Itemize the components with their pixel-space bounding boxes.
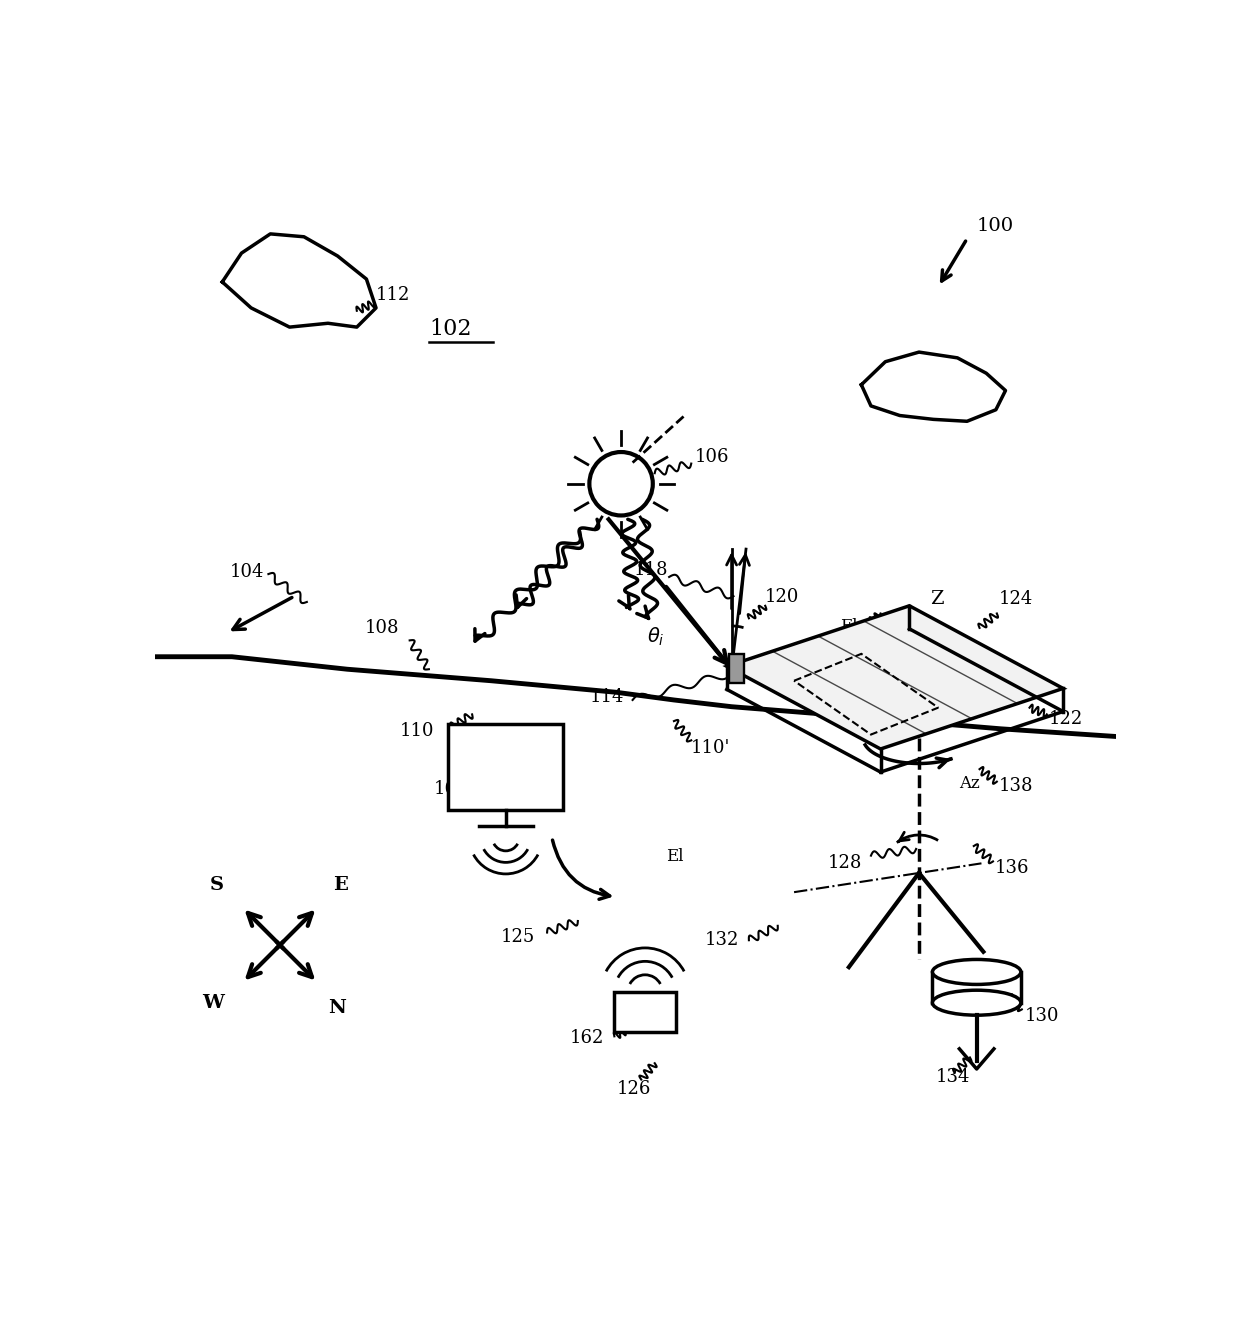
Bar xyxy=(614,993,676,1033)
Text: 130: 130 xyxy=(1024,1007,1059,1025)
Text: 116: 116 xyxy=(760,668,795,687)
Text: 108: 108 xyxy=(365,619,399,637)
Text: 102: 102 xyxy=(429,318,471,340)
Ellipse shape xyxy=(932,990,1021,1015)
Bar xyxy=(448,724,563,811)
Text: 134: 134 xyxy=(935,1069,970,1086)
Text: 100: 100 xyxy=(977,217,1014,235)
Text: 110': 110' xyxy=(691,739,730,756)
Text: 166: 166 xyxy=(434,780,469,799)
Text: 104: 104 xyxy=(229,563,264,581)
Text: 120: 120 xyxy=(765,587,800,606)
Text: 106: 106 xyxy=(696,448,729,465)
Text: 126: 126 xyxy=(616,1080,651,1098)
Text: 136: 136 xyxy=(994,859,1029,877)
Text: El: El xyxy=(666,848,683,865)
Text: $\theta_i$: $\theta_i$ xyxy=(647,626,665,647)
Text: Z: Z xyxy=(930,590,944,607)
Text: 110: 110 xyxy=(401,723,434,740)
Text: 140: 140 xyxy=(870,700,905,719)
Text: 128: 128 xyxy=(828,855,862,872)
Text: 162: 162 xyxy=(570,1029,605,1047)
Text: W: W xyxy=(202,994,223,1011)
Text: 118: 118 xyxy=(634,561,668,579)
Text: 132: 132 xyxy=(704,932,739,949)
Polygon shape xyxy=(727,606,1063,750)
Text: Az: Az xyxy=(960,775,980,792)
Bar xyxy=(729,654,744,683)
Text: 125: 125 xyxy=(501,928,536,946)
Text: El: El xyxy=(841,618,858,635)
Text: 112: 112 xyxy=(376,286,410,304)
Text: 114: 114 xyxy=(589,688,624,706)
Text: 124: 124 xyxy=(998,590,1033,607)
Circle shape xyxy=(589,452,652,516)
Text: E: E xyxy=(332,876,347,893)
Text: 122: 122 xyxy=(1049,710,1083,728)
Ellipse shape xyxy=(932,960,1021,985)
Text: 138: 138 xyxy=(998,777,1033,795)
Text: S: S xyxy=(210,876,223,893)
Text: N: N xyxy=(329,999,346,1017)
